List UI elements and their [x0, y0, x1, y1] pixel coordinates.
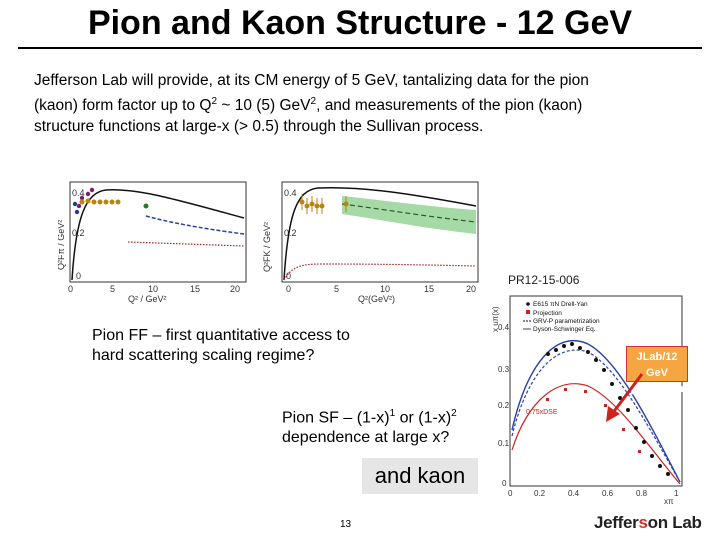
pion-sf-caption-mid: or (1-x) [395, 409, 452, 427]
pion-sf-xtick-6: 1 [674, 489, 679, 498]
pion-ff-blue-curve [145, 215, 245, 235]
pion-sf-ytick-5: 0 [502, 479, 507, 488]
kaon-ff-ylabel: Q²FK / GeV² [262, 222, 272, 272]
pion-sf-axes-frame [509, 295, 683, 487]
page-number: 13 [340, 519, 352, 530]
pion-ff-xtick-2: 5 [110, 284, 115, 294]
pion-ff-caption-line-2: hard scattering scaling regime? [92, 347, 315, 364]
pion-sf-caption: Pion SF – (1-x)1 or (1-x)2 dependence at… [282, 404, 512, 448]
pion-ff-xtick-3: 10 [148, 284, 158, 294]
kaon-ff-xlabel: Q²(GeV²) [358, 294, 395, 304]
jlab-label-line-1: JLab/12 GeV [636, 351, 678, 379]
pion-sf-caption-line-2: dependence at large x? [282, 429, 450, 447]
kaon-ff-axes-frame [281, 181, 479, 283]
intro-line-3: structure functions at large-x (> 0.5) t… [34, 118, 484, 136]
pion-sf-annotation: 0.75xDSE [526, 409, 558, 416]
jlab-projection-label: JLab/12 GeV projection [626, 346, 688, 395]
jlab-label-line-2: projection [630, 383, 684, 395]
proposal-id: PR12-15-006 [508, 273, 580, 287]
pion-ff-caption-line-1: Pion FF – first quantitative access to [92, 327, 350, 344]
pion-sf-data-points [546, 342, 670, 476]
pion-sf-legend-item-1: E615 πN Drell-Yan [533, 301, 588, 308]
pion-sf-ytick-3: 0.2 [498, 401, 510, 410]
kaon-ff-red-curve [283, 263, 477, 281]
pion-sf-xtick-2: 0.2 [534, 489, 546, 498]
kaon-ff-plot: Q²FK / GeV² 0.4 0.2 0 0 5 10 15 20 Q²(Ge… [262, 176, 484, 304]
kaon-ff-xtick-3: 10 [380, 284, 390, 294]
pion-sf-xtick-4: 0.6 [602, 489, 614, 498]
pion-sf-plot: x uπ(x) 0.4 0.3 0.2 0.1 0 0 0.2 0.4 0.6 … [488, 290, 688, 506]
red-arrow-icon [606, 373, 644, 422]
pion-ff-axes-frame [69, 181, 247, 283]
kaon-ff-band [342, 196, 476, 234]
kaon-ff-ytick-2: 0.2 [284, 228, 297, 238]
pion-sf-caption-pre: Pion SF – (1-x) [282, 409, 390, 427]
pion-sf-xlabel: xπ [664, 497, 674, 506]
kaon-ff-xtick-1: 0 [286, 284, 291, 294]
slide-title: Pion and Kaon Structure - 12 GeV [87, 4, 633, 42]
pion-sf-legend-item-4: Dyson-Schwinger Eq. [533, 326, 596, 333]
pion-ff-caption: Pion FF – first quantitative access to h… [92, 326, 392, 366]
kaon-ff-ytick-3: 0 [286, 271, 291, 281]
pion-sf-legend: E615 πN Drell-Yan Projection GRV-P param… [523, 301, 600, 333]
intro-line-1: Jefferson Lab will provide, at its CM en… [34, 72, 589, 89]
pion-ff-red-curve [127, 241, 245, 247]
pion-ff-xtick-4: 15 [190, 284, 200, 294]
pion-ff-xtick-1: 0 [68, 284, 73, 294]
pion-sf-ytick-4: 0.1 [498, 439, 510, 448]
pion-ff-theory-curve [71, 189, 245, 281]
kaon-ff-xtick-2: 5 [334, 284, 339, 294]
logo-text-c: on Lab [647, 513, 702, 532]
pion-sf-xtick-1: 0 [508, 489, 513, 498]
kaon-ff-theory-curve [283, 186, 477, 281]
logo-text-b: s [638, 513, 648, 532]
kaon-ff-xtick-5: 20 [466, 284, 476, 294]
pion-ff-ylabel: Q²Fπ / GeV² [58, 220, 66, 270]
pion-ff-xlabel: Q² / GeV² [128, 294, 167, 304]
pion-sf-xtick-5: 0.8 [636, 489, 648, 498]
pion-sf-scaled-curve [511, 383, 681, 485]
kaon-ff-ytick-1: 0.4 [284, 188, 297, 198]
pion-sf-xtick-3: 0.4 [568, 489, 580, 498]
intro-line-2-pre: (kaon) form factor up to Q [34, 97, 212, 115]
pion-sf-ylabel: x uπ(x) [491, 306, 500, 332]
intro-sup-1: 2 [211, 96, 218, 107]
kaon-ff-data-points [299, 194, 349, 214]
pion-ff-ytick-3: 0 [76, 271, 81, 281]
intro-paragraph: Jefferson Lab will provide, at its CM en… [34, 70, 694, 137]
intro-line-2-post: , and measurements of the pion (kaon) [316, 97, 583, 115]
pion-sf-ytick-2: 0.3 [498, 365, 510, 374]
logo-text-a: Jeffer [594, 513, 639, 532]
title-divider [18, 47, 702, 49]
jefferson-lab-logo: Jefferson Lab [594, 513, 702, 533]
intro-sup-2: 2 [310, 96, 317, 107]
pion-sf-legend-item-3: GRV-P parametrization [533, 318, 600, 325]
pion-sf-legend-item-2: Projection [533, 310, 562, 317]
pion-ff-plot: Q²Fπ / GeV² 0.4 0.2 0 0 5 10 15 20 Q² / … [58, 176, 250, 304]
pion-sf-caption-sup-2: 2 [451, 408, 457, 419]
kaon-ff-xtick-4: 15 [424, 284, 434, 294]
pion-ff-ytick-1: 0.4 [72, 188, 85, 198]
pion-sf-dse-curve [511, 339, 681, 483]
pion-ff-data-points [72, 187, 149, 215]
pion-ff-xtick-5: 20 [230, 284, 240, 294]
intro-line-2-mid: ~ 10 (5) GeV [217, 97, 311, 115]
kaon-callout-box: and kaon [362, 458, 478, 494]
pion-sf-ytick-1: 0.4 [498, 323, 510, 332]
pion-sf-caption-sup-1: 1 [389, 408, 396, 419]
pion-ff-ytick-2: 0.2 [72, 228, 85, 238]
